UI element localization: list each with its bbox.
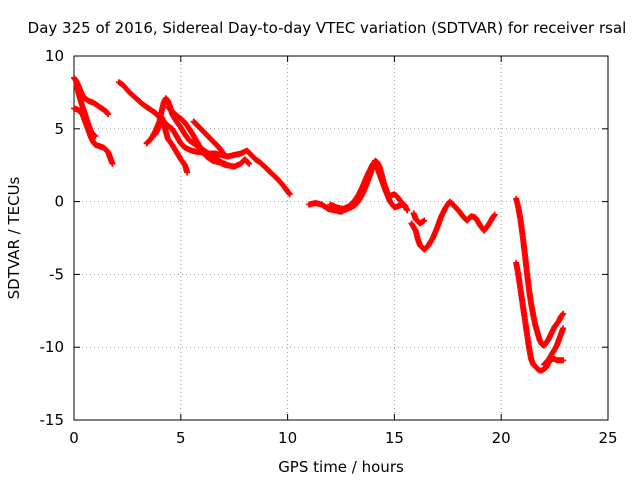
chart-title: Day 325 of 2016, Sidereal Day-to-day VTE… (28, 19, 627, 37)
series-arc6 (152, 114, 191, 176)
series-arc15 (540, 325, 567, 368)
data-point (404, 207, 411, 214)
data-point (220, 150, 227, 157)
x-tick-label: 15 (385, 429, 404, 447)
series-arc11 (408, 198, 498, 253)
data-point (246, 160, 253, 167)
series-arc4 (115, 79, 293, 198)
y-tick-label: -5 (49, 265, 64, 283)
y-tick-label: -15 (40, 411, 65, 429)
plot-frame (73, 55, 609, 421)
series-arc14 (513, 259, 567, 374)
axis-ticks: 0 5 10 15 20 25 -15 -10 -5 0 5 10 (40, 47, 618, 447)
data-point (285, 190, 292, 197)
series-arc12 (410, 210, 428, 227)
y-tick-label: -10 (40, 338, 65, 356)
data-point (286, 191, 293, 198)
y-axis-label: SDTVAR / TECUs (5, 176, 23, 299)
data-point (184, 169, 191, 176)
x-tick-label: 10 (278, 429, 297, 447)
data-point (219, 149, 226, 156)
data-point (421, 217, 428, 224)
data-point (560, 325, 567, 332)
data-point (109, 160, 116, 167)
y-tick-label: 5 (54, 120, 64, 138)
x-tick-label: 20 (492, 429, 511, 447)
series-arc5 (143, 95, 253, 170)
data-marks (71, 74, 567, 374)
y-tick-label: 0 (54, 193, 64, 211)
series-arc10 (327, 160, 406, 212)
x-tick-label: 25 (598, 429, 617, 447)
y-tick-label: 10 (45, 47, 64, 65)
data-point (491, 211, 498, 218)
data-point (245, 159, 252, 166)
series-arc3 (73, 79, 99, 140)
data-point (92, 133, 99, 140)
data-point (560, 357, 567, 364)
x-axis-label: GPS time / hours (278, 458, 404, 476)
data-point (222, 162, 229, 169)
series-arc7 (164, 103, 229, 169)
x-tick-label: 5 (176, 429, 186, 447)
data-point (560, 310, 567, 317)
data-point (399, 201, 406, 208)
series-arc8 (190, 118, 227, 157)
series-arc13 (513, 195, 567, 349)
data-point (105, 111, 112, 118)
x-tick-label: 0 (69, 429, 79, 447)
